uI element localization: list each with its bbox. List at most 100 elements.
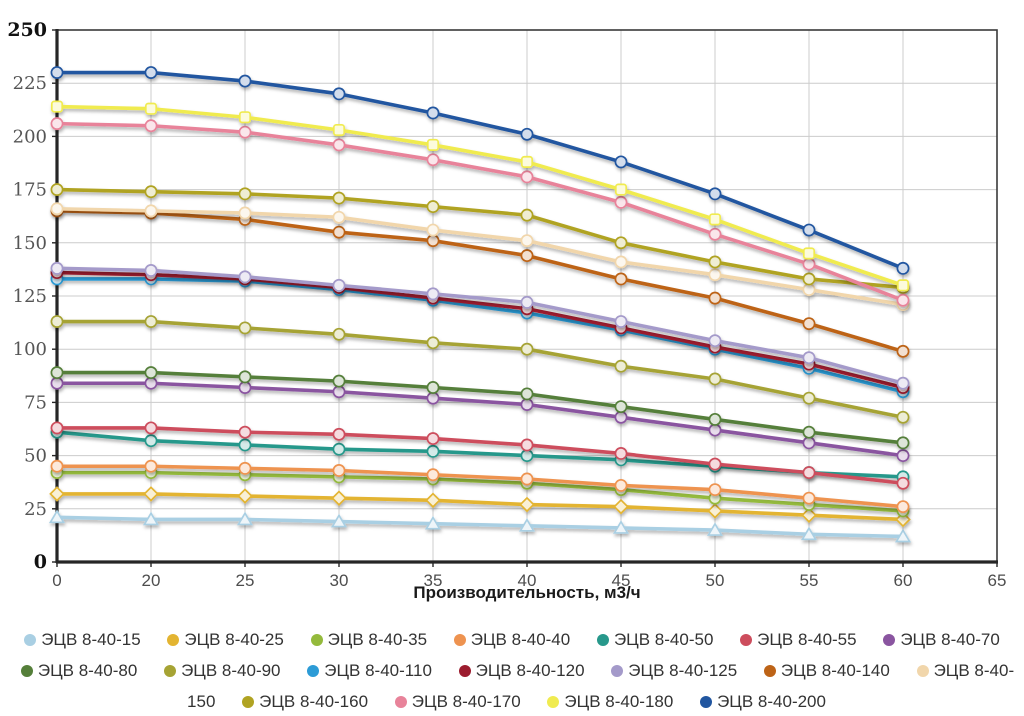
- legend-item[interactable]: ЭЦВ 8-40-80: [20, 661, 138, 680]
- data-point-marker: [707, 503, 723, 519]
- legend-item[interactable]: ЭЦВ 8-40-15: [24, 630, 141, 649]
- legend-marker-icon: [167, 634, 180, 646]
- data-point-marker: [802, 283, 816, 297]
- legend-item-label: ЭЦВ 8-40-80: [37, 661, 138, 680]
- data-point-marker: [238, 125, 252, 139]
- data-point-marker: [330, 513, 348, 528]
- data-point-marker: [520, 398, 534, 411]
- legend-item-label: ЭЦВ 8-40-110: [324, 661, 432, 680]
- legend-item-label: ЭЦВ 8-40-120: [475, 661, 585, 680]
- legend-item[interactable]: ЭЦВ 8-40-120: [458, 661, 585, 680]
- data-point-marker: [708, 483, 722, 497]
- data-point-marker: [144, 185, 158, 199]
- data-point-marker: [426, 234, 440, 248]
- data-point-marker: [144, 66, 158, 80]
- data-point-marker: [50, 117, 64, 131]
- legend-marker-icon: [458, 665, 471, 677]
- data-point-marker: [614, 400, 628, 414]
- data-point-marker: [426, 381, 440, 394]
- legend-item[interactable]: ЭЦВ 8-40-110: [307, 661, 432, 680]
- legend-item[interactable]: ЭЦВ 8-40-170: [394, 692, 521, 711]
- legend-item[interactable]: ЭЦВ 8-40-90: [164, 661, 281, 680]
- series-line: [55, 266, 905, 386]
- legend-item[interactable]: ЭЦВ 8-40-50: [596, 630, 714, 649]
- data-point-marker: [426, 223, 440, 237]
- data-point-marker: [238, 381, 252, 394]
- data-point-marker: [520, 208, 534, 222]
- legend-item[interactable]: ЭЦВ 8-40-200: [700, 692, 826, 711]
- data-point-marker: [802, 466, 816, 480]
- series-line: [55, 277, 905, 394]
- data-point-marker: [426, 106, 440, 120]
- data-point-marker: [332, 385, 346, 399]
- data-point-marker: [802, 351, 816, 365]
- y-tick-label: 25: [24, 499, 47, 520]
- data-point-marker: [802, 391, 816, 405]
- data-point-marker: [614, 478, 628, 492]
- data-point-marker: [520, 472, 534, 486]
- legend-item[interactable]: ЭЦВ 8-40-55: [740, 630, 857, 649]
- series-line: [55, 426, 905, 486]
- x-tick-label: 45: [612, 571, 631, 590]
- data-point-marker: [426, 468, 440, 482]
- legend-marker-icon: [20, 665, 33, 677]
- data-point-marker: [332, 138, 346, 152]
- legend-item-label: ЭЦВ 8-40-40: [470, 630, 571, 649]
- legend-item[interactable]: ЭЦВ 8-40-180: [547, 692, 673, 711]
- legend-marker-icon: [883, 634, 896, 646]
- series-line-group: [50, 261, 910, 390]
- series-line-group: [50, 202, 910, 311]
- legend-item-label: ЭЦВ 8-40-35: [327, 630, 428, 649]
- series-line: [55, 319, 905, 420]
- data-point-marker: [614, 410, 628, 424]
- legend-item[interactable]: ЭЦВ 8-40-25: [167, 630, 284, 649]
- y-tick-label: 50: [24, 446, 47, 467]
- y-tick-label: 100: [13, 339, 47, 360]
- data-point-marker: [614, 155, 628, 169]
- data-point-marker: [238, 321, 252, 335]
- legend-marker-icon: [242, 696, 255, 708]
- data-point-marker: [426, 432, 440, 446]
- data-point-marker: [614, 183, 628, 196]
- data-point-marker: [802, 257, 816, 271]
- legend-item[interactable]: ЭЦВ 8-40-125: [611, 661, 737, 680]
- series-line: [55, 121, 905, 303]
- data-point-marker: [708, 268, 722, 282]
- data-point-marker: [50, 100, 64, 113]
- data-point-marker: [50, 315, 64, 328]
- legend-item[interactable]: ЭЦВ 8-40-160: [242, 692, 368, 711]
- legend-marker-icon: [763, 665, 776, 677]
- y-tick-label: 75: [24, 392, 47, 413]
- data-point-marker: [896, 344, 910, 358]
- legend-item[interactable]: ЭЦВ 8-40-40: [453, 630, 571, 649]
- data-point-marker: [802, 436, 816, 450]
- data-point-marker: [614, 315, 628, 328]
- data-point-marker: [520, 295, 534, 309]
- series-line-group: [50, 117, 910, 307]
- series-line-group: [50, 421, 910, 490]
- data-point-marker: [144, 102, 158, 115]
- legend-item[interactable]: ЭЦВ 8-40-70: [883, 630, 1000, 649]
- legend-item[interactable]: ЭЦВ 8-40-35: [310, 630, 428, 649]
- legend-marker-icon: [164, 665, 177, 677]
- legend-item-label: ЭЦВ 8-40-125: [628, 661, 738, 680]
- series-line: [55, 515, 905, 539]
- legend-marker-icon: [394, 696, 407, 708]
- legend-item[interactable]: ЭЦВ 8-40-150: [187, 661, 1014, 711]
- data-point-marker: [520, 449, 534, 463]
- legend-item-label: ЭЦВ 8-40-180: [564, 692, 674, 711]
- legend-item-label: ЭЦВ 8-40-50: [613, 630, 714, 649]
- data-point-marker: [801, 507, 817, 523]
- legend-item[interactable]: ЭЦВ 8-40-140: [763, 661, 890, 680]
- series-line-group: [50, 366, 910, 450]
- series-line: [55, 470, 905, 513]
- legend-marker-icon: [611, 665, 624, 677]
- legend-marker-icon: [310, 634, 323, 646]
- x-tick-label: 50: [706, 571, 725, 590]
- data-point-marker: [706, 522, 724, 536]
- legend-item-label: ЭЦВ 8-40-170: [411, 692, 521, 711]
- series-line: [55, 270, 905, 390]
- data-point-marker: [802, 272, 816, 286]
- data-point-marker: [708, 412, 722, 426]
- data-point-marker: [520, 249, 534, 263]
